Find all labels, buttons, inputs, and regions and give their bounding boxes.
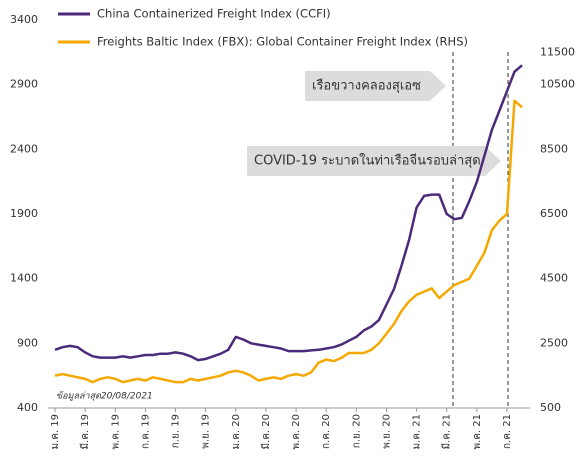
y2-tick-label: 6500 [540, 207, 568, 220]
annotation: COVID-19 ระบาดในท่าเรือจีนรอบล่าสุด [254, 153, 481, 169]
x-tick-label: พ.ย. 20 [381, 414, 392, 449]
x-tick-label: ม.ค. 20 [231, 414, 242, 450]
y-tick-label: 400 [17, 401, 38, 414]
y2-tick-label: 4500 [540, 272, 568, 285]
x-tick-label: ก.ค. 21 [502, 414, 513, 449]
annotation-arrow [247, 146, 501, 176]
x-tick-label: ม.ค. 21 [412, 414, 423, 450]
series-line [54, 99, 523, 384]
x-tick-label: มี.ค. 20 [260, 414, 272, 450]
y-tick-label: 900 [17, 336, 38, 349]
y2-tick-label: 8500 [540, 142, 568, 155]
x-tick-label: พ.ค. 20 [291, 414, 302, 450]
y2-tick-label: 500 [540, 401, 561, 414]
x-tick-label: มี.ค. 19 [79, 414, 91, 450]
y-tick-label: 1400 [10, 272, 38, 285]
y2-tick-label: 2500 [540, 336, 568, 349]
x-tick-label: มี.ค. 21 [441, 414, 453, 450]
x-tick-label: ก.ย. 20 [351, 414, 362, 448]
legend-label: Freights Baltic Index (FBX): Global Cont… [97, 35, 468, 49]
x-tick-label: ม.ค. 19 [50, 414, 61, 450]
x-tick-label: พ.ค. 21 [472, 414, 483, 450]
x-tick-label: พ.ย. 19 [201, 414, 212, 449]
annotation-arrow [305, 71, 446, 101]
x-tick-label: ก.ค. 19 [140, 414, 151, 449]
x-tick-label: ก.ค. 20 [321, 414, 332, 449]
y2-tick-label: 11500 [540, 45, 575, 58]
series-line [54, 64, 523, 362]
y-tick-label: 2900 [10, 78, 38, 91]
y2-tick-label: 10500 [540, 78, 575, 91]
y-tick-label: 1900 [10, 207, 38, 220]
x-tick-label: ก.ย. 19 [171, 414, 182, 448]
y-tick-label: 3400 [10, 13, 38, 26]
y-tick-label: 2400 [10, 142, 38, 155]
x-tick-label: พ.ค. 19 [110, 414, 121, 450]
annotation: เรือขวางคลองสุเอซ [312, 78, 421, 94]
note: ข้อมูลล่าสุด20/08/2021 [56, 391, 153, 402]
legend-label: China Containerized Freight Index (CCFI) [97, 7, 331, 21]
